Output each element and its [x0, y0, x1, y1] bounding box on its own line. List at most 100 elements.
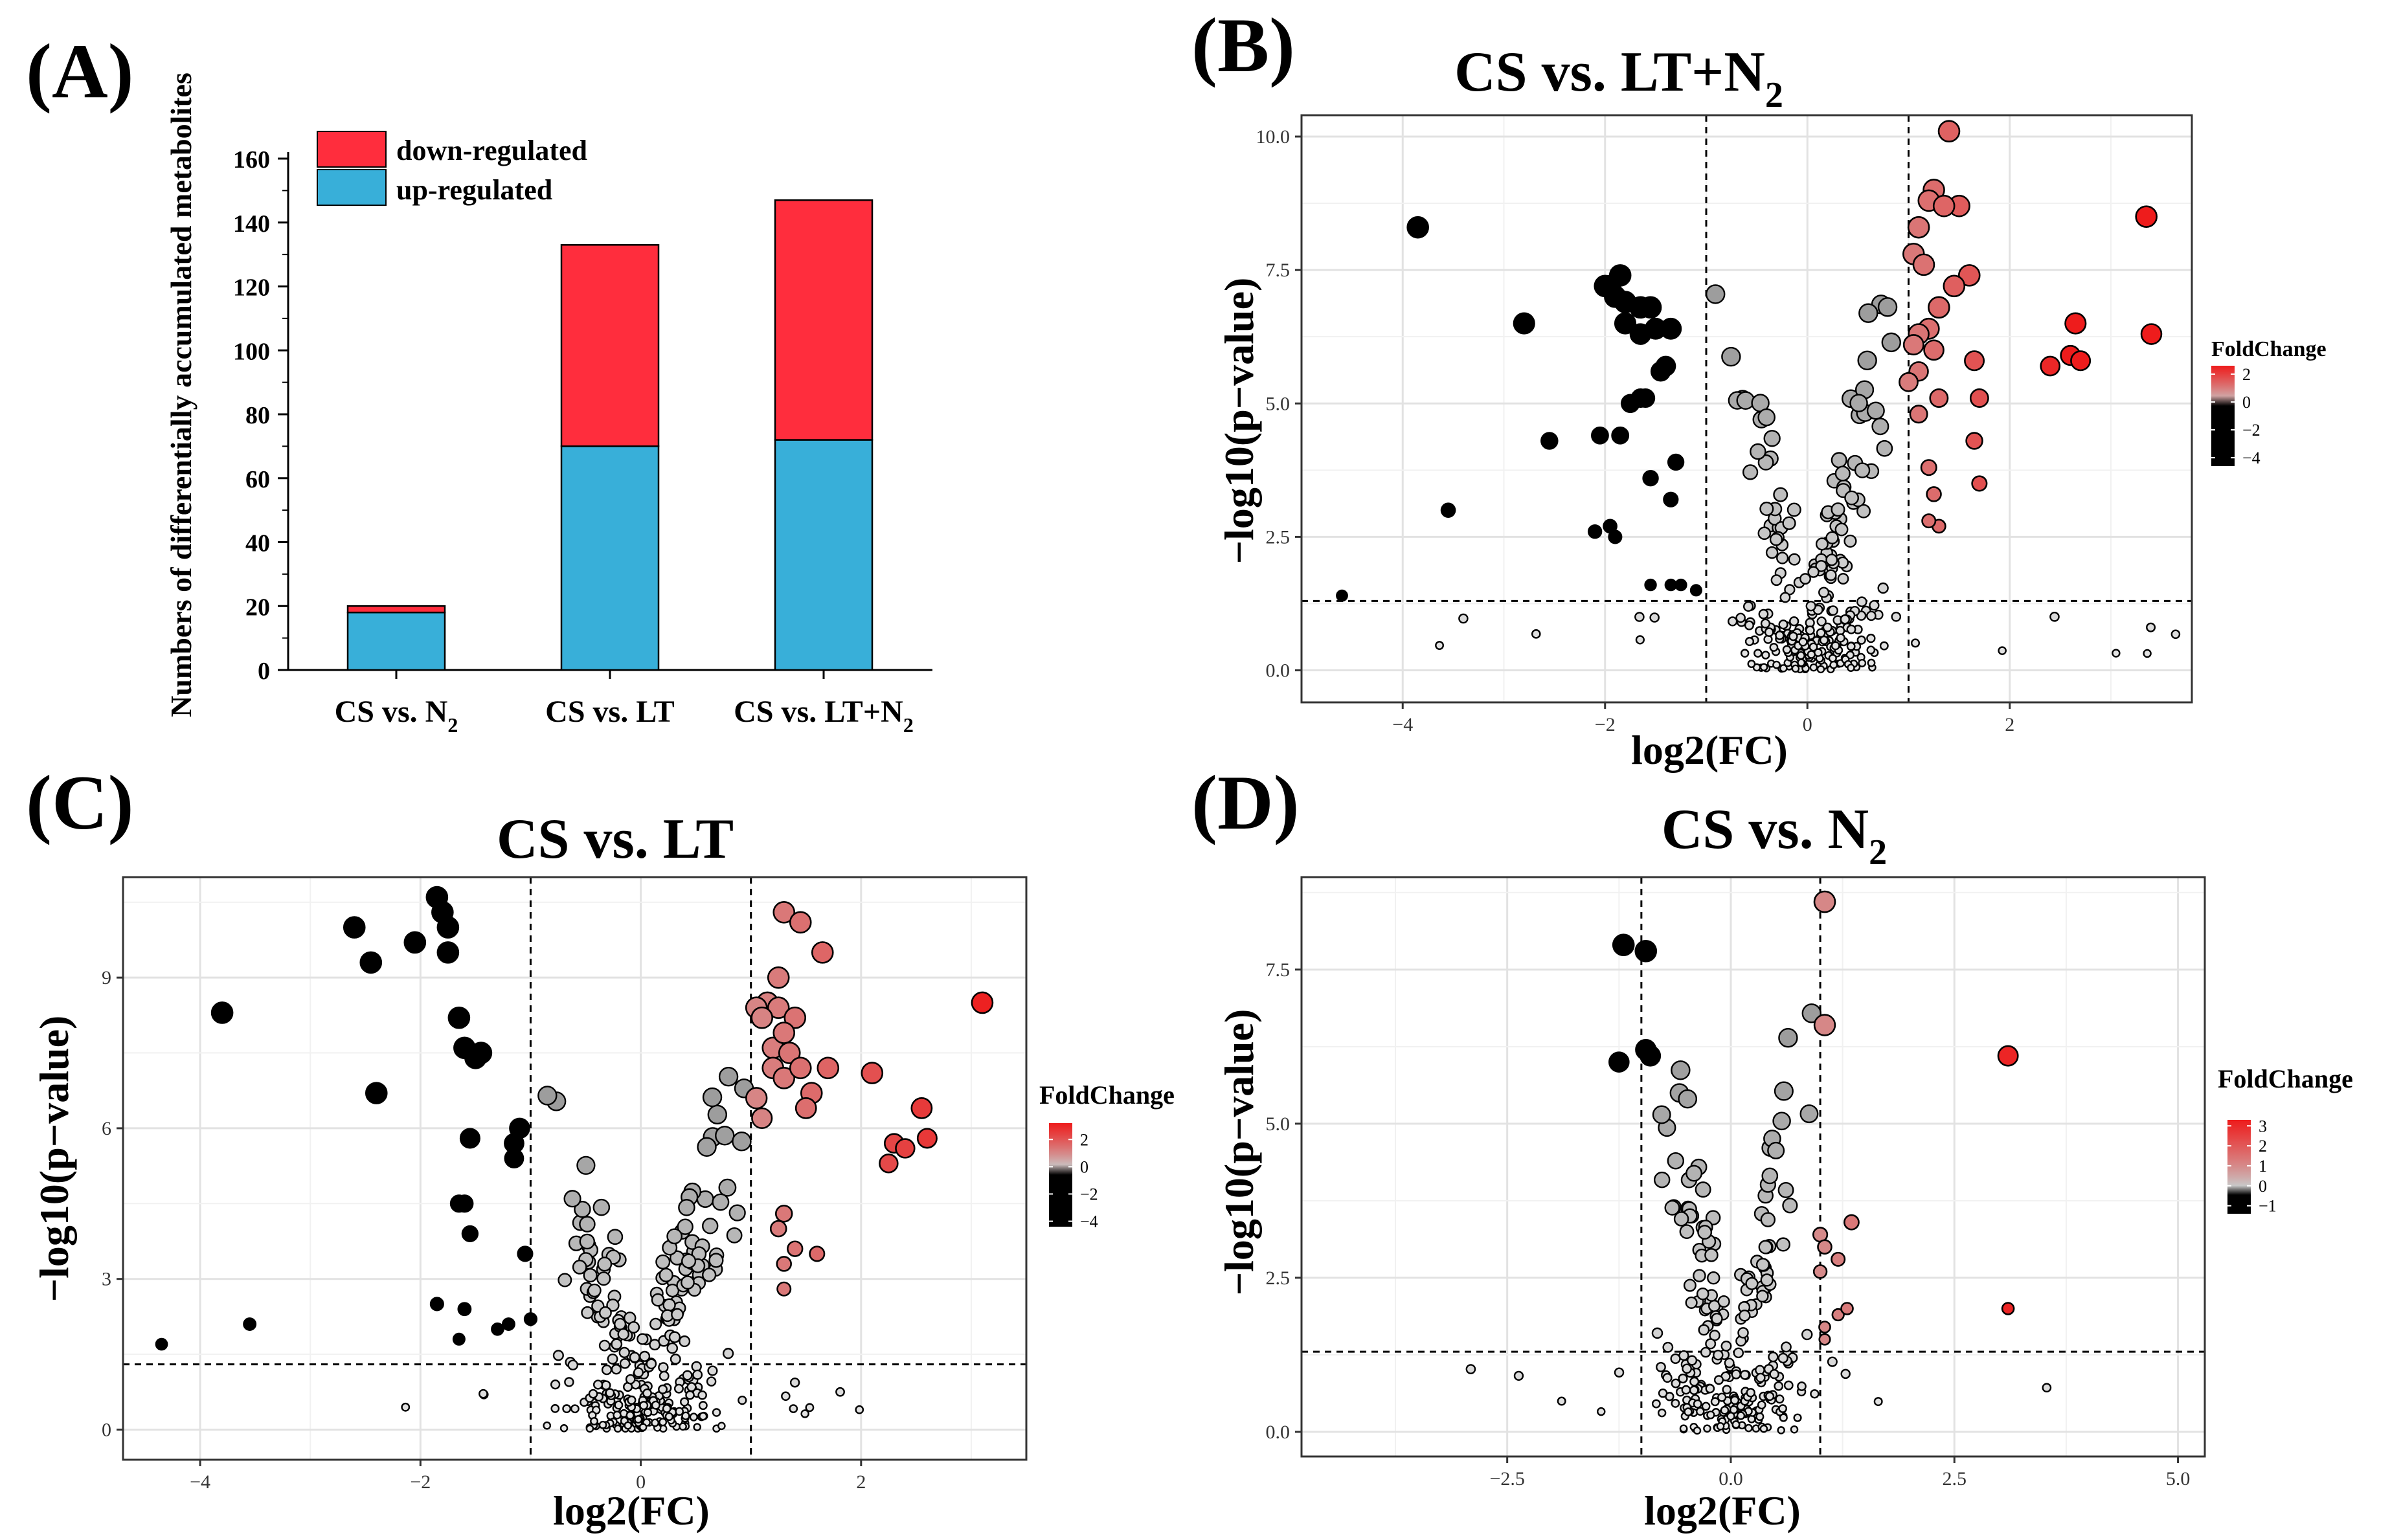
volcano-point — [2049, 611, 2060, 622]
volcano-point — [1717, 1392, 1727, 1402]
volcano-point-significant — [1608, 1051, 1630, 1073]
volcano-point — [1796, 651, 1805, 660]
volcano-point — [1707, 1271, 1720, 1285]
volcano-point — [2042, 1383, 2052, 1393]
volcano-point — [1837, 573, 1849, 585]
volcano-point — [1757, 526, 1772, 541]
volcano-point — [1866, 633, 1876, 643]
volcano-point — [1818, 586, 1830, 598]
volcano-point-significant — [1591, 426, 1609, 445]
volcano-point — [1772, 660, 1781, 669]
volcano-point-significant — [1603, 519, 1618, 534]
volcano-point — [728, 1204, 746, 1222]
volcano-point — [1684, 1407, 1693, 1416]
volcano-point — [572, 1260, 587, 1275]
volcano-point — [718, 1178, 737, 1197]
volcano-point-significant — [1923, 339, 1945, 361]
volcano-point — [662, 1298, 676, 1312]
volcano-point-significant — [452, 1332, 466, 1346]
panel-a-y-tick-label: 20 — [245, 594, 270, 621]
volcano-point-significant — [879, 1153, 899, 1174]
volcano-point-significant — [1540, 432, 1559, 450]
volcano-point — [1858, 303, 1878, 323]
volcano-point — [1778, 619, 1788, 630]
volcano-point-significant — [1932, 194, 1956, 218]
x-tick-label: −4 — [1392, 714, 1413, 735]
volcano-point — [680, 1397, 690, 1407]
volcano-point — [1768, 1352, 1779, 1363]
volcano-point — [732, 1131, 752, 1152]
panel-a-y-tick-label: 60 — [245, 466, 270, 493]
volcano-point-significant — [1642, 469, 1659, 487]
volcano-point — [1693, 1269, 1706, 1282]
panel-a-legend: down-regulated up-regulated — [317, 131, 587, 206]
volcano-point-significant — [817, 1056, 840, 1080]
volcano-point — [1814, 648, 1823, 657]
volcano-point — [712, 1193, 730, 1211]
volcano-point-significant — [795, 1097, 817, 1119]
volcano-point — [2146, 622, 2156, 632]
colorbar-tick-label: 3 — [2259, 1117, 2267, 1135]
panel-d-x-axis-label: log2(FC) — [1644, 1488, 1801, 1534]
y-tick-label: 0 — [102, 1419, 111, 1440]
volcano-point — [1703, 1424, 1711, 1433]
bar-down-regulated — [560, 244, 660, 447]
volcano-point — [1465, 1364, 1476, 1374]
volcano-point — [1881, 332, 1901, 353]
volcano-point — [662, 1404, 671, 1413]
volcano-point-significant — [776, 1256, 792, 1272]
volcano-point — [1695, 1181, 1711, 1198]
colorbar-gradient — [1049, 1123, 1072, 1227]
volcano-point — [1825, 569, 1837, 581]
volcano-point — [1769, 533, 1783, 546]
volcano-point — [1721, 346, 1741, 367]
volcano-point-significant — [2070, 350, 2091, 372]
volcano-point — [789, 1378, 800, 1388]
volcano-point — [1825, 531, 1839, 544]
volcano-point-significant — [1921, 513, 1937, 529]
volcano-point — [1736, 1411, 1746, 1420]
volcano-point — [1871, 418, 1889, 436]
volcano-point-significant — [501, 1317, 515, 1331]
bar-down-regulated — [346, 605, 446, 614]
panel-b-plot-area: −4 −2 0 2 0.0 2.5 5.0 7.5 10.0 — [1256, 114, 2193, 735]
volcano-point — [1787, 502, 1801, 517]
panel-b-y-axis-label: −log10(p−value) — [1216, 278, 1262, 564]
volcano-point — [1635, 635, 1645, 645]
volcano-point-significant — [155, 1337, 168, 1351]
volcano-point — [1458, 613, 1469, 624]
volcano-point-significant — [491, 1322, 504, 1336]
volcano-point — [592, 1379, 603, 1390]
panel-c-y-axis-label: −log10(p−value) — [31, 1016, 77, 1302]
panel-c-plot-area: −4 −2 0 2 0 3 6 9 — [102, 876, 1028, 1493]
colorbar-tick-label: 0 — [1080, 1157, 1088, 1176]
volcano-point-significant — [1594, 274, 1617, 298]
volcano-point — [1783, 1380, 1794, 1390]
volcano-point-significant — [459, 1128, 480, 1149]
volcano-point-significant — [750, 1006, 774, 1029]
volcano-point — [1791, 664, 1800, 673]
panel-d-colorbar-title: FoldChange — [2218, 1064, 2353, 1093]
volcano-point — [1735, 612, 1746, 623]
colorbar-tick-label: −1 — [2259, 1197, 2277, 1216]
volcano-point — [659, 1267, 673, 1282]
volcano-point — [675, 1407, 684, 1416]
volcano-point — [1856, 596, 1867, 607]
volcano-point — [1777, 1181, 1794, 1198]
volcano-point — [607, 1229, 624, 1245]
volcano-point — [1656, 1361, 1666, 1372]
volcano-point — [651, 1400, 660, 1410]
volcano-point — [1651, 1399, 1661, 1409]
volcano-point-significant — [776, 1281, 792, 1297]
volcano-point — [1843, 534, 1857, 548]
volcano-point — [1776, 552, 1789, 564]
volcano-point — [1790, 1425, 1799, 1434]
volcano-point — [1662, 1372, 1673, 1383]
panel-c-letter: (C) — [26, 759, 134, 845]
volcano-point — [717, 1422, 726, 1431]
volcano-point — [1756, 1289, 1769, 1303]
volcano-point — [1687, 1355, 1698, 1366]
volcano-point — [1782, 516, 1796, 530]
volcano-point — [1827, 605, 1838, 616]
volcano-point — [715, 1126, 735, 1146]
